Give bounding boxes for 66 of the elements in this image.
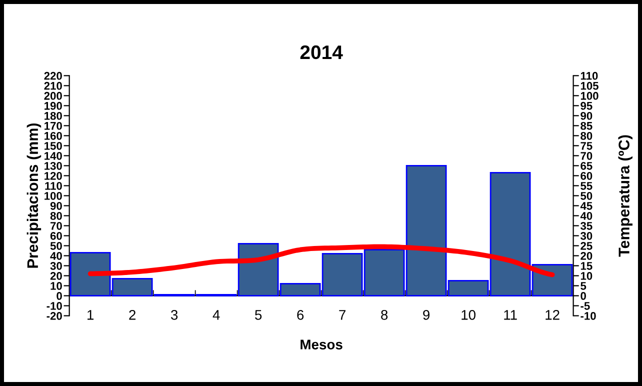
y2-tick-label: 75: [580, 142, 592, 150]
x-tick-label: 10: [462, 310, 476, 320]
y2-tick-label: 110: [580, 72, 598, 80]
y2-tick-label: 40: [580, 212, 592, 220]
y-tick-label: 10: [50, 282, 62, 290]
x-tick-label: 3: [171, 310, 178, 320]
y2-tick-label: 50: [580, 192, 592, 200]
y-tick-label: 110: [45, 182, 62, 190]
x-tick-label: 2: [129, 310, 136, 320]
x-tick-label: 7: [339, 310, 346, 320]
x-tick-label: 11: [504, 310, 517, 320]
y2-tick-label: 55: [580, 182, 592, 190]
y-tick-label: 160: [44, 132, 62, 140]
y-tick-label: 100: [44, 192, 62, 200]
y2-tick-label: 45: [580, 202, 592, 210]
y2-tick-label: 35: [580, 222, 592, 230]
y2-tick-label: 65: [580, 162, 592, 170]
y-axis-title: Precipitacions (mm): [26, 123, 42, 268]
y-tick-label: 180: [44, 112, 62, 120]
x-tick-label: 9: [423, 310, 430, 320]
chart-title: 2014: [300, 45, 343, 60]
x-tick-label: 8: [381, 310, 388, 320]
y-tick-label: 140: [44, 152, 62, 160]
y-tick-label: 20: [50, 272, 62, 280]
y2-tick-label: 5: [580, 282, 586, 290]
y2-tick-label: 70: [580, 152, 592, 160]
y-tick-label: 150: [44, 142, 62, 150]
y2-tick-label: 15: [580, 262, 592, 270]
y2-tick-label: 105: [580, 82, 598, 90]
y2-tick-label: 80: [580, 132, 592, 140]
y2-tick-label: 10: [580, 272, 592, 280]
x-tick-label: 12: [546, 310, 560, 320]
y-tick-label: 210: [44, 82, 62, 90]
y2-tick-label: 25: [580, 242, 592, 250]
y-tick-label: -20: [46, 312, 62, 320]
x-tick-label: 4: [212, 310, 220, 320]
x-tick-label: 1: [88, 310, 94, 320]
y-tick-label: 120: [44, 172, 62, 180]
x-tick-label: 6: [297, 310, 304, 320]
y-tick-label: 170: [44, 122, 62, 130]
y2-tick-label: 100: [580, 92, 598, 100]
x-tick-label: 5: [255, 310, 262, 320]
y-tick-label: 130: [44, 162, 62, 170]
y2-tick-label: 20: [580, 252, 592, 260]
y-tick-label: 70: [50, 222, 62, 230]
y-tick-label: 220: [44, 72, 62, 80]
y2-tick-label: -10: [580, 312, 596, 320]
y2-tick-label: -5: [580, 302, 590, 310]
y-tick-label: 50: [50, 242, 62, 250]
y-tick-label: 90: [50, 202, 62, 210]
y2-tick-label: 90: [580, 112, 592, 120]
y-tick-label: 0: [56, 292, 62, 300]
y2-tick-label: 95: [580, 102, 592, 110]
y2-tick-label: 60: [580, 172, 592, 180]
y-tick-label: -10: [46, 302, 62, 310]
y-tick-label: 60: [50, 232, 62, 240]
y2-tick-label: 85: [580, 122, 592, 130]
x-axis-title: Mesos: [300, 340, 342, 350]
y-tick-label: 80: [50, 212, 62, 220]
y2-tick-label: 0: [580, 292, 586, 300]
y-tick-label: 40: [50, 252, 62, 260]
y-tick-label: 190: [44, 102, 62, 110]
y2-tick-label: 30: [580, 232, 592, 240]
y2-axis-title: Temperatura (ºC): [618, 135, 632, 257]
y-tick-label: 200: [44, 92, 62, 100]
y-tick-label: 30: [50, 262, 62, 270]
